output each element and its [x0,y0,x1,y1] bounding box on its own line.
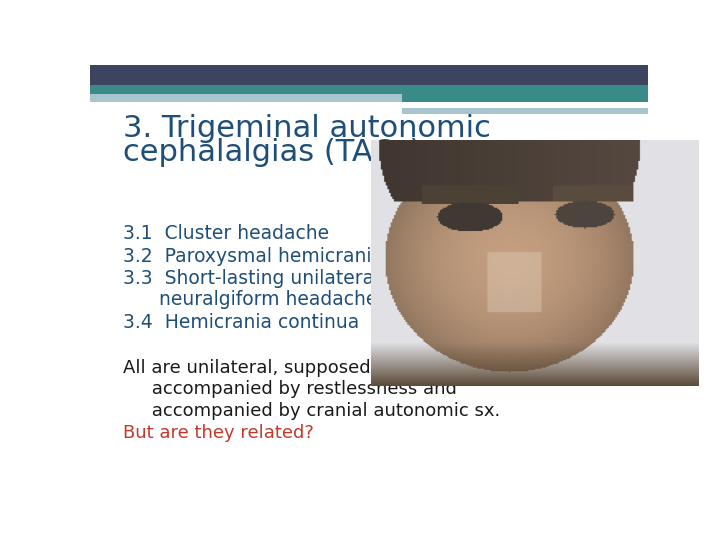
Text: 3. Trigeminal autonomic: 3. Trigeminal autonomic [124,113,491,143]
Text: 3.4  Hemicrania continua: 3.4 Hemicrania continua [124,313,360,332]
Text: accompanied by restlessness and: accompanied by restlessness and [124,380,457,398]
Text: neuralgiform headaches: neuralgiform headaches [124,290,388,309]
Text: 3.2  Paroxysmal hemicrania: 3.2 Paroxysmal hemicrania [124,247,384,266]
FancyBboxPatch shape [402,108,648,114]
FancyBboxPatch shape [90,65,648,85]
FancyBboxPatch shape [402,102,603,108]
Text: 3.3  Short-lasting unilateral: 3.3 Short-lasting unilateral [124,269,379,288]
Text: All are unilateral, supposedly: All are unilateral, supposedly [124,359,387,376]
Text: accompanied by cranial autonomic sx.: accompanied by cranial autonomic sx. [124,402,500,420]
FancyBboxPatch shape [90,94,402,102]
Text: 3.1  Cluster headache: 3.1 Cluster headache [124,224,330,242]
FancyBboxPatch shape [402,94,648,102]
Text: cephalalgias (TACs): cephalalgias (TACs) [124,138,422,167]
FancyBboxPatch shape [90,85,648,94]
Text: But are they related?: But are they related? [124,424,315,442]
